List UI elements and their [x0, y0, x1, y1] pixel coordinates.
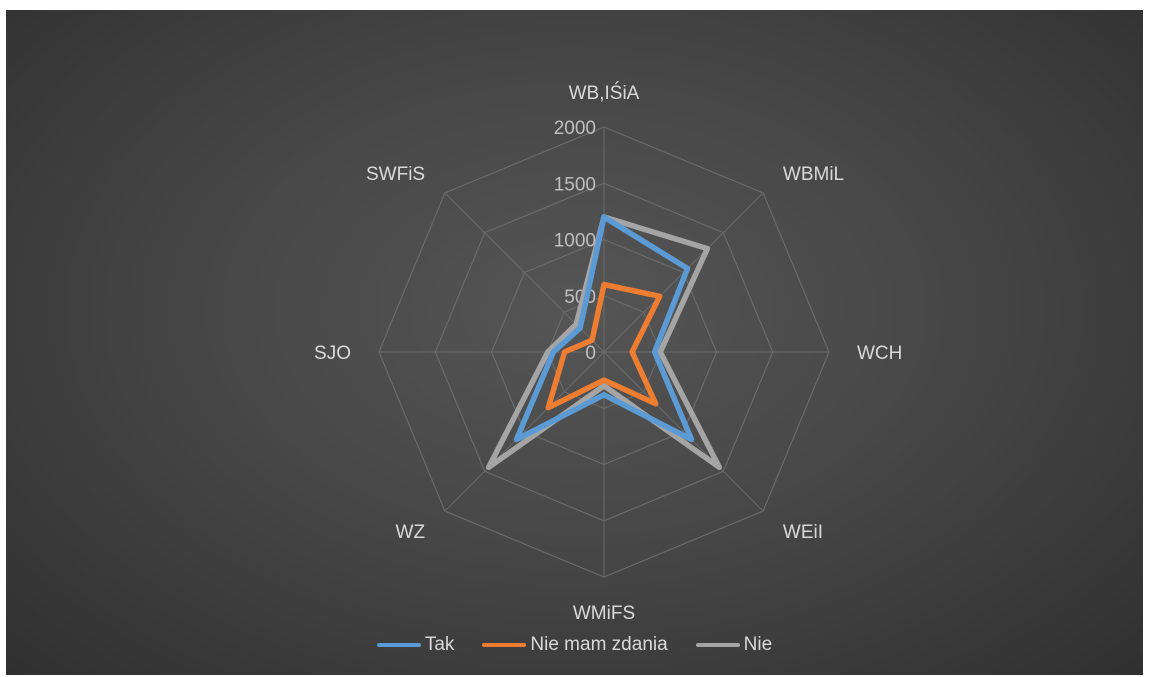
category-label-wz: WZ [396, 522, 426, 543]
category-label-wch: WCH [857, 343, 902, 364]
category-label-wb-i-ia: WB,IŚiA [569, 82, 640, 104]
spoke-wz [444, 351, 605, 512]
legend-item-nie-mam-zdania[interactable]: Nie mam zdania [482, 634, 668, 656]
category-label-sjo: SJO [314, 343, 351, 364]
series-lines [485, 214, 723, 471]
legend-item-tak[interactable]: Tak [376, 634, 455, 656]
legend-label-nie-mam-zdania: Nie mam zdania [530, 634, 668, 655]
tick-label-1500: 1500 [554, 174, 596, 195]
legend-swatch-tak [376, 643, 421, 647]
legend-swatch-nie-mam-zdania [482, 643, 527, 647]
category-labels: WB,IŚiA WBMiL WCH WEiI WMiFS WZ SJO SWFiS [314, 82, 902, 624]
series-line-nie-mam-zdania [545, 281, 663, 411]
category-label-swfis: SWFiS [366, 164, 425, 185]
spoke-weii [603, 351, 764, 512]
tick-label-1000: 1000 [554, 231, 596, 252]
category-label-weii: WEiI [783, 522, 823, 543]
tick-label-0: 0 [585, 343, 596, 364]
tick-label-2000: 2000 [554, 118, 596, 139]
category-label-wbmil: WBMiL [783, 164, 844, 185]
legend-label-tak: Tak [424, 634, 455, 655]
radar-grid [378, 126, 830, 578]
legend: Tak Nie mam zdania Nie [6, 632, 1143, 658]
legend-swatch-nie [695, 643, 740, 647]
series-line-tak [513, 214, 695, 443]
category-label-wmifs: WMiFS [573, 603, 635, 624]
chart-area: 0 500 1000 1500 2000 WB,IŚiA WBMiL WCH WEiI WMiF… [6, 10, 1143, 675]
series-line-nie [485, 214, 723, 471]
legend-item-nie[interactable]: Nie [695, 634, 773, 656]
legend-label-nie: Nie [743, 634, 773, 655]
